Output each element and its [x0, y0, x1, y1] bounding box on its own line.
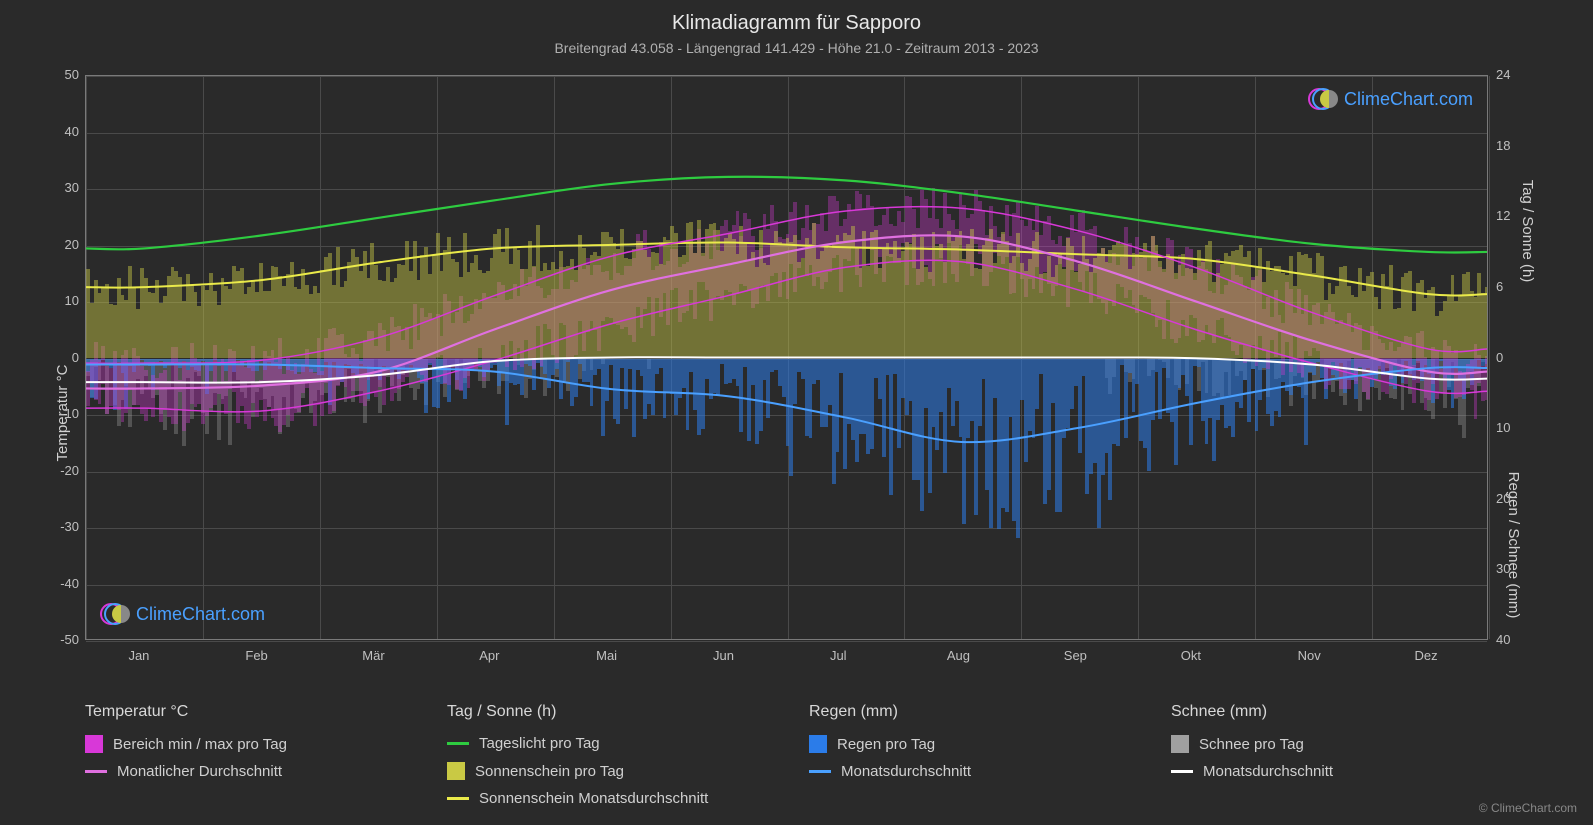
logo-bottom-left: ClimeChart.com — [100, 599, 265, 629]
y-tick-right-hours: 24 — [1496, 67, 1510, 82]
y-tick-right-precip: 30 — [1496, 561, 1510, 576]
legend-item: Regen pro Tag — [809, 735, 1131, 753]
logo-text: ClimeChart.com — [136, 604, 265, 625]
chart-subtitle: Breitengrad 43.058 - Längengrad 141.429 … — [0, 40, 1593, 56]
logo-text: ClimeChart.com — [1344, 89, 1473, 110]
legend-item: Monatsdurchschnitt — [1171, 763, 1493, 780]
legend-label: Schnee pro Tag — [1199, 736, 1304, 753]
y-tick-left: 10 — [65, 293, 79, 308]
y-tick-left: 50 — [65, 67, 79, 82]
climate-chart: Klimadiagramm für Sapporo Breitengrad 43… — [0, 0, 1593, 825]
legend-label: Sonnenschein Monatsdurchschnitt — [479, 790, 708, 807]
legend-label: Monatsdurchschnitt — [1203, 763, 1333, 780]
legend-label: Tageslicht pro Tag — [479, 735, 600, 752]
swatch-box-icon — [447, 762, 465, 780]
y-tick-left: -20 — [60, 463, 79, 478]
x-tick-month: Jan — [128, 648, 149, 663]
x-tick-month: Nov — [1298, 648, 1321, 663]
y-tick-left: -10 — [60, 406, 79, 421]
x-tick-month: Aug — [947, 648, 970, 663]
x-tick-month: Feb — [245, 648, 267, 663]
y-tick-left: -40 — [60, 576, 79, 591]
legend-header: Regen (mm) — [809, 703, 1131, 721]
legend-item: Bereich min / max pro Tag — [85, 735, 407, 753]
swatch-box-icon — [85, 735, 103, 753]
y-tick-left: 0 — [72, 350, 79, 365]
legend-header: Tag / Sonne (h) — [447, 703, 769, 721]
legend-header: Schnee (mm) — [1171, 703, 1493, 721]
y-tick-right-precip: 20 — [1496, 491, 1510, 506]
swatch-line-icon — [1171, 770, 1193, 773]
x-tick-month: Okt — [1181, 648, 1201, 663]
legend-item: Sonnenschein Monatsdurchschnitt — [447, 790, 769, 807]
y-tick-left: 40 — [65, 124, 79, 139]
x-tick-month: Jun — [713, 648, 734, 663]
legend-label: Bereich min / max pro Tag — [113, 736, 287, 753]
x-tick-month: Jul — [830, 648, 847, 663]
x-tick-month: Mär — [362, 648, 384, 663]
legend-column: Regen (mm) Regen pro Tag Monatsdurchschnit… — [809, 703, 1131, 817]
plot-area: ClimeChart.com ClimeChart.com — [85, 75, 1488, 640]
logo-icon — [1308, 84, 1338, 114]
y-tick-left: 20 — [65, 237, 79, 252]
x-tick-month: Apr — [479, 648, 499, 663]
legend-item: Monatlicher Durchschnitt — [85, 763, 407, 780]
y-tick-left: 30 — [65, 180, 79, 195]
y-tick-right-precip: 10 — [1496, 420, 1510, 435]
legend-column: Tag / Sonne (h) Tageslicht pro Tag Sonnens… — [447, 703, 769, 817]
legend-column: Temperatur °C Bereich min / max pro Tag Mo… — [85, 703, 407, 817]
legend-item: Schnee pro Tag — [1171, 735, 1493, 753]
logo-icon — [100, 599, 130, 629]
y-tick-right-hours: 18 — [1496, 138, 1510, 153]
y-tick-left: -30 — [60, 519, 79, 534]
legend-label: Regen pro Tag — [837, 736, 935, 753]
swatch-line-icon — [85, 770, 107, 773]
swatch-box-icon — [1171, 735, 1189, 753]
legend-item: Sonnenschein pro Tag — [447, 762, 769, 780]
y-tick-left: -50 — [60, 632, 79, 647]
bar-layer — [86, 76, 1487, 639]
legend-column: Schnee (mm) Schnee pro Tag Monatsdurchschn… — [1171, 703, 1493, 817]
legend-label: Monatlicher Durchschnitt — [117, 763, 282, 780]
x-tick-month: Sep — [1064, 648, 1087, 663]
chart-title: Klimadiagramm für Sapporo — [0, 12, 1593, 35]
copyright: © ClimeChart.com — [1479, 801, 1577, 815]
swatch-line-icon — [809, 770, 831, 773]
legend-header: Temperatur °C — [85, 703, 407, 721]
y-tick-right-precip: 40 — [1496, 632, 1510, 647]
x-tick-month: Mai — [596, 648, 617, 663]
swatch-box-icon — [809, 735, 827, 753]
y-axis-label-right-top: Tag / Sonne (h) — [1519, 180, 1536, 283]
legend: Temperatur °C Bereich min / max pro Tag Mo… — [85, 703, 1493, 817]
y-tick-right-hours: 0 — [1496, 350, 1503, 365]
y-tick-right-hours: 6 — [1496, 279, 1503, 294]
swatch-line-icon — [447, 797, 469, 800]
logo-top-right: ClimeChart.com — [1308, 84, 1473, 114]
legend-label: Sonnenschein pro Tag — [475, 763, 624, 780]
y-tick-right-hours: 12 — [1496, 208, 1510, 223]
swatch-line-icon — [447, 742, 469, 745]
legend-item: Monatsdurchschnitt — [809, 763, 1131, 780]
legend-item: Tageslicht pro Tag — [447, 735, 769, 752]
x-tick-month: Dez — [1415, 648, 1438, 663]
legend-label: Monatsdurchschnitt — [841, 763, 971, 780]
